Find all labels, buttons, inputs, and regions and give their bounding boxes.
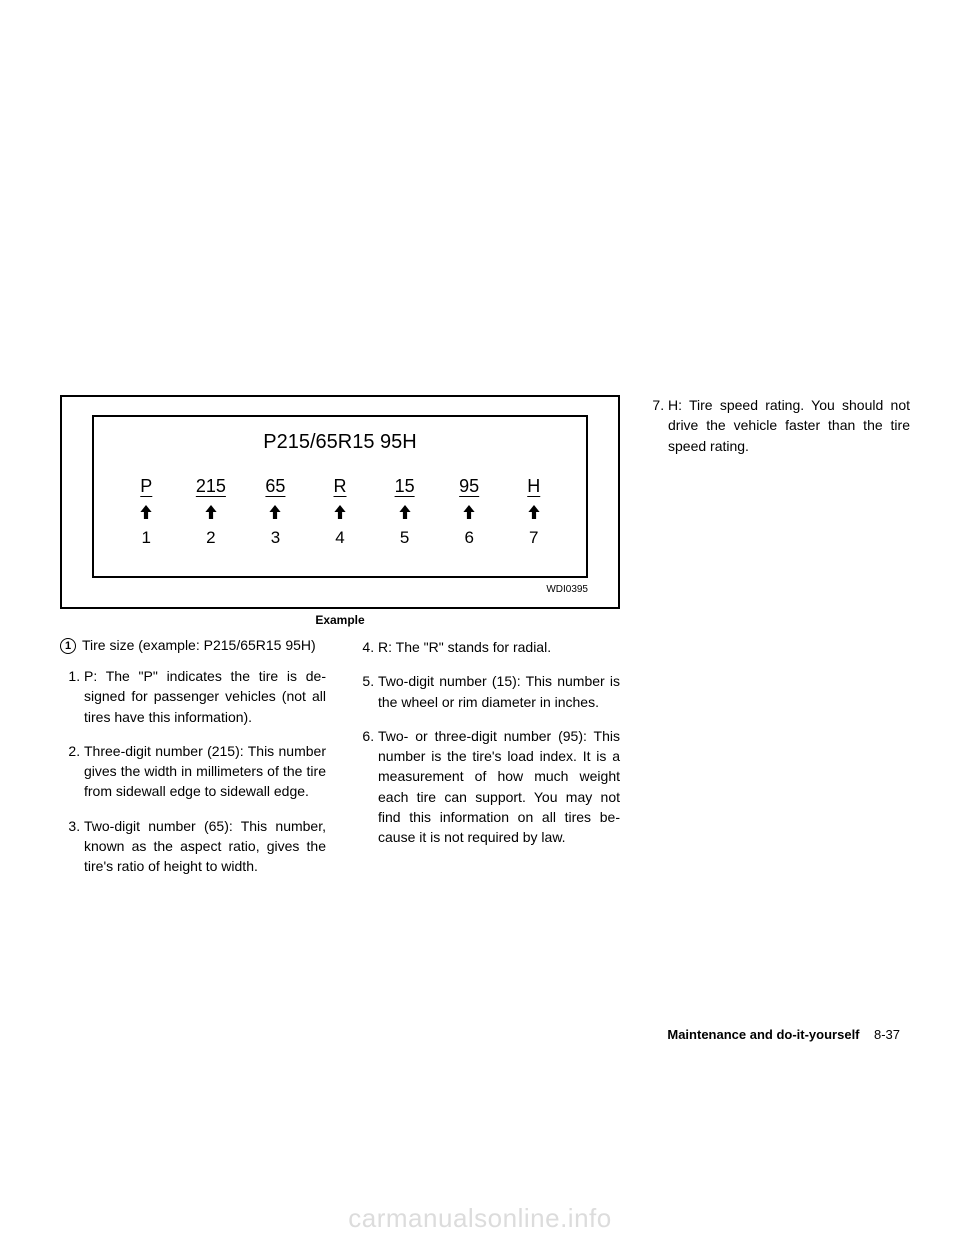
num-5: 5 <box>372 528 437 548</box>
arrows-row <box>114 503 566 524</box>
column-2: R: The "R" stands for radial. Two-digit … <box>354 637 620 891</box>
label-15: 15 <box>372 476 437 497</box>
watermark: carmanualsonline.info <box>0 1203 960 1234</box>
num-6: 6 <box>437 528 502 548</box>
arrow-icon <box>243 503 308 524</box>
list-col1: P: The "P" indicates the tire is de­sign… <box>60 666 326 877</box>
text-columns: 1 Tire size (example: P215/65R15 95H) P:… <box>60 637 900 891</box>
footer-section: Maintenance and do-it-yourself <box>667 1027 859 1042</box>
list-item: Two-digit number (15): This number is th… <box>378 671 620 712</box>
list-item: R: The "R" stands for radial. <box>378 637 620 657</box>
page-footer: Maintenance and do-it-yourself 8-37 <box>667 1027 900 1042</box>
num-3: 3 <box>243 528 308 548</box>
num-2: 2 <box>179 528 244 548</box>
num-7: 7 <box>501 528 566 548</box>
numbers-row: 1 2 3 4 5 6 7 <box>114 528 566 548</box>
diagram-inner: P215/65R15 95H P 215 65 R 15 95 H 1 <box>92 415 588 578</box>
column-3: H: Tire speed rating. You should not dri… <box>644 395 910 470</box>
label-h: H <box>501 476 566 497</box>
arrow-icon <box>308 503 373 524</box>
labels-row: P 215 65 R 15 95 H <box>114 476 566 497</box>
column-1: 1 Tire size (example: P215/65R15 95H) P:… <box>60 637 326 891</box>
label-p: P <box>114 476 179 497</box>
list-item: P: The "P" indicates the tire is de­sign… <box>84 666 326 727</box>
intro-text: Tire size (example: P215/65R15 95H) <box>82 637 316 653</box>
num-4: 4 <box>308 528 373 548</box>
tire-code-title: P215/65R15 95H <box>114 431 566 454</box>
label-95: 95 <box>437 476 502 497</box>
diagram-id: WDI0395 <box>92 584 588 595</box>
list-item: H: Tire speed rating. You should not dri… <box>668 395 910 456</box>
list-col2: R: The "R" stands for radial. Two-digit … <box>354 637 620 848</box>
arrow-icon <box>372 503 437 524</box>
arrow-icon <box>501 503 566 524</box>
label-65: 65 <box>243 476 308 497</box>
arrow-icon <box>179 503 244 524</box>
list-col3: H: Tire speed rating. You should not dri… <box>644 395 910 456</box>
num-1: 1 <box>114 528 179 548</box>
intro-line: 1 Tire size (example: P215/65R15 95H) <box>60 637 326 654</box>
list-item: Two- or three-digit number (95): This nu… <box>378 726 620 848</box>
circled-number-icon: 1 <box>60 638 76 654</box>
arrow-icon <box>114 503 179 524</box>
arrow-icon <box>437 503 502 524</box>
label-r: R <box>308 476 373 497</box>
list-item: Three-digit number (215): This num­ber g… <box>84 741 326 802</box>
list-item: Two-digit number (65): This number, know… <box>84 816 326 877</box>
example-label: Example <box>60 613 620 627</box>
tire-diagram: P215/65R15 95H P 215 65 R 15 95 H 1 <box>60 395 620 609</box>
label-215: 215 <box>179 476 244 497</box>
footer-page: 8-37 <box>874 1027 900 1042</box>
